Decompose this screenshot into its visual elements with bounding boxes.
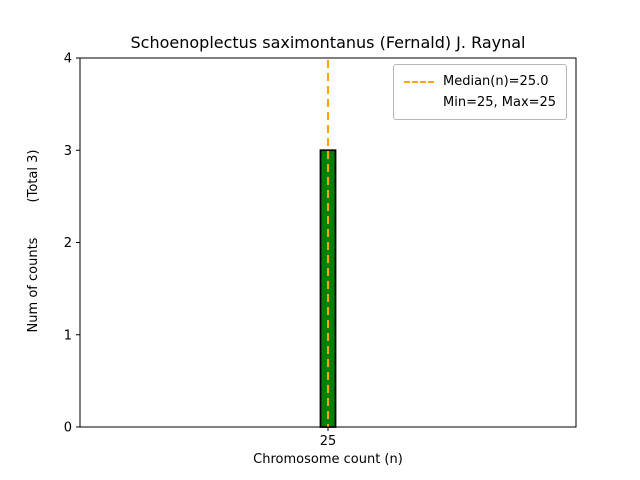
legend-label-minmax: Min=25, Max=25 bbox=[443, 95, 557, 110]
y-axis-total-label: (Total 3) bbox=[26, 150, 41, 203]
x-tick-label: 25 bbox=[320, 434, 337, 449]
median-line-sample-icon bbox=[404, 80, 434, 83]
y-tick-label: 4 bbox=[64, 52, 72, 67]
y-tick-label: 2 bbox=[64, 236, 72, 251]
legend: Median(n)=25.0 Min=25, Max=25 bbox=[393, 64, 568, 120]
y-axis-label: Num of counts bbox=[26, 237, 41, 332]
y-tick-label: 0 bbox=[64, 421, 72, 436]
x-axis-label: Chromosome count (n) bbox=[253, 452, 403, 467]
legend-entry-median: Median(n)=25.0 bbox=[404, 71, 556, 92]
y-tick-label: 3 bbox=[64, 144, 72, 159]
y-tick-label: 1 bbox=[64, 328, 72, 343]
chart-title: Schoenoplectus saximontanus (Fernald) J.… bbox=[130, 33, 526, 52]
legend-label-median: Median(n)=25.0 bbox=[443, 74, 549, 89]
legend-entry-minmax: Min=25, Max=25 bbox=[404, 92, 556, 113]
